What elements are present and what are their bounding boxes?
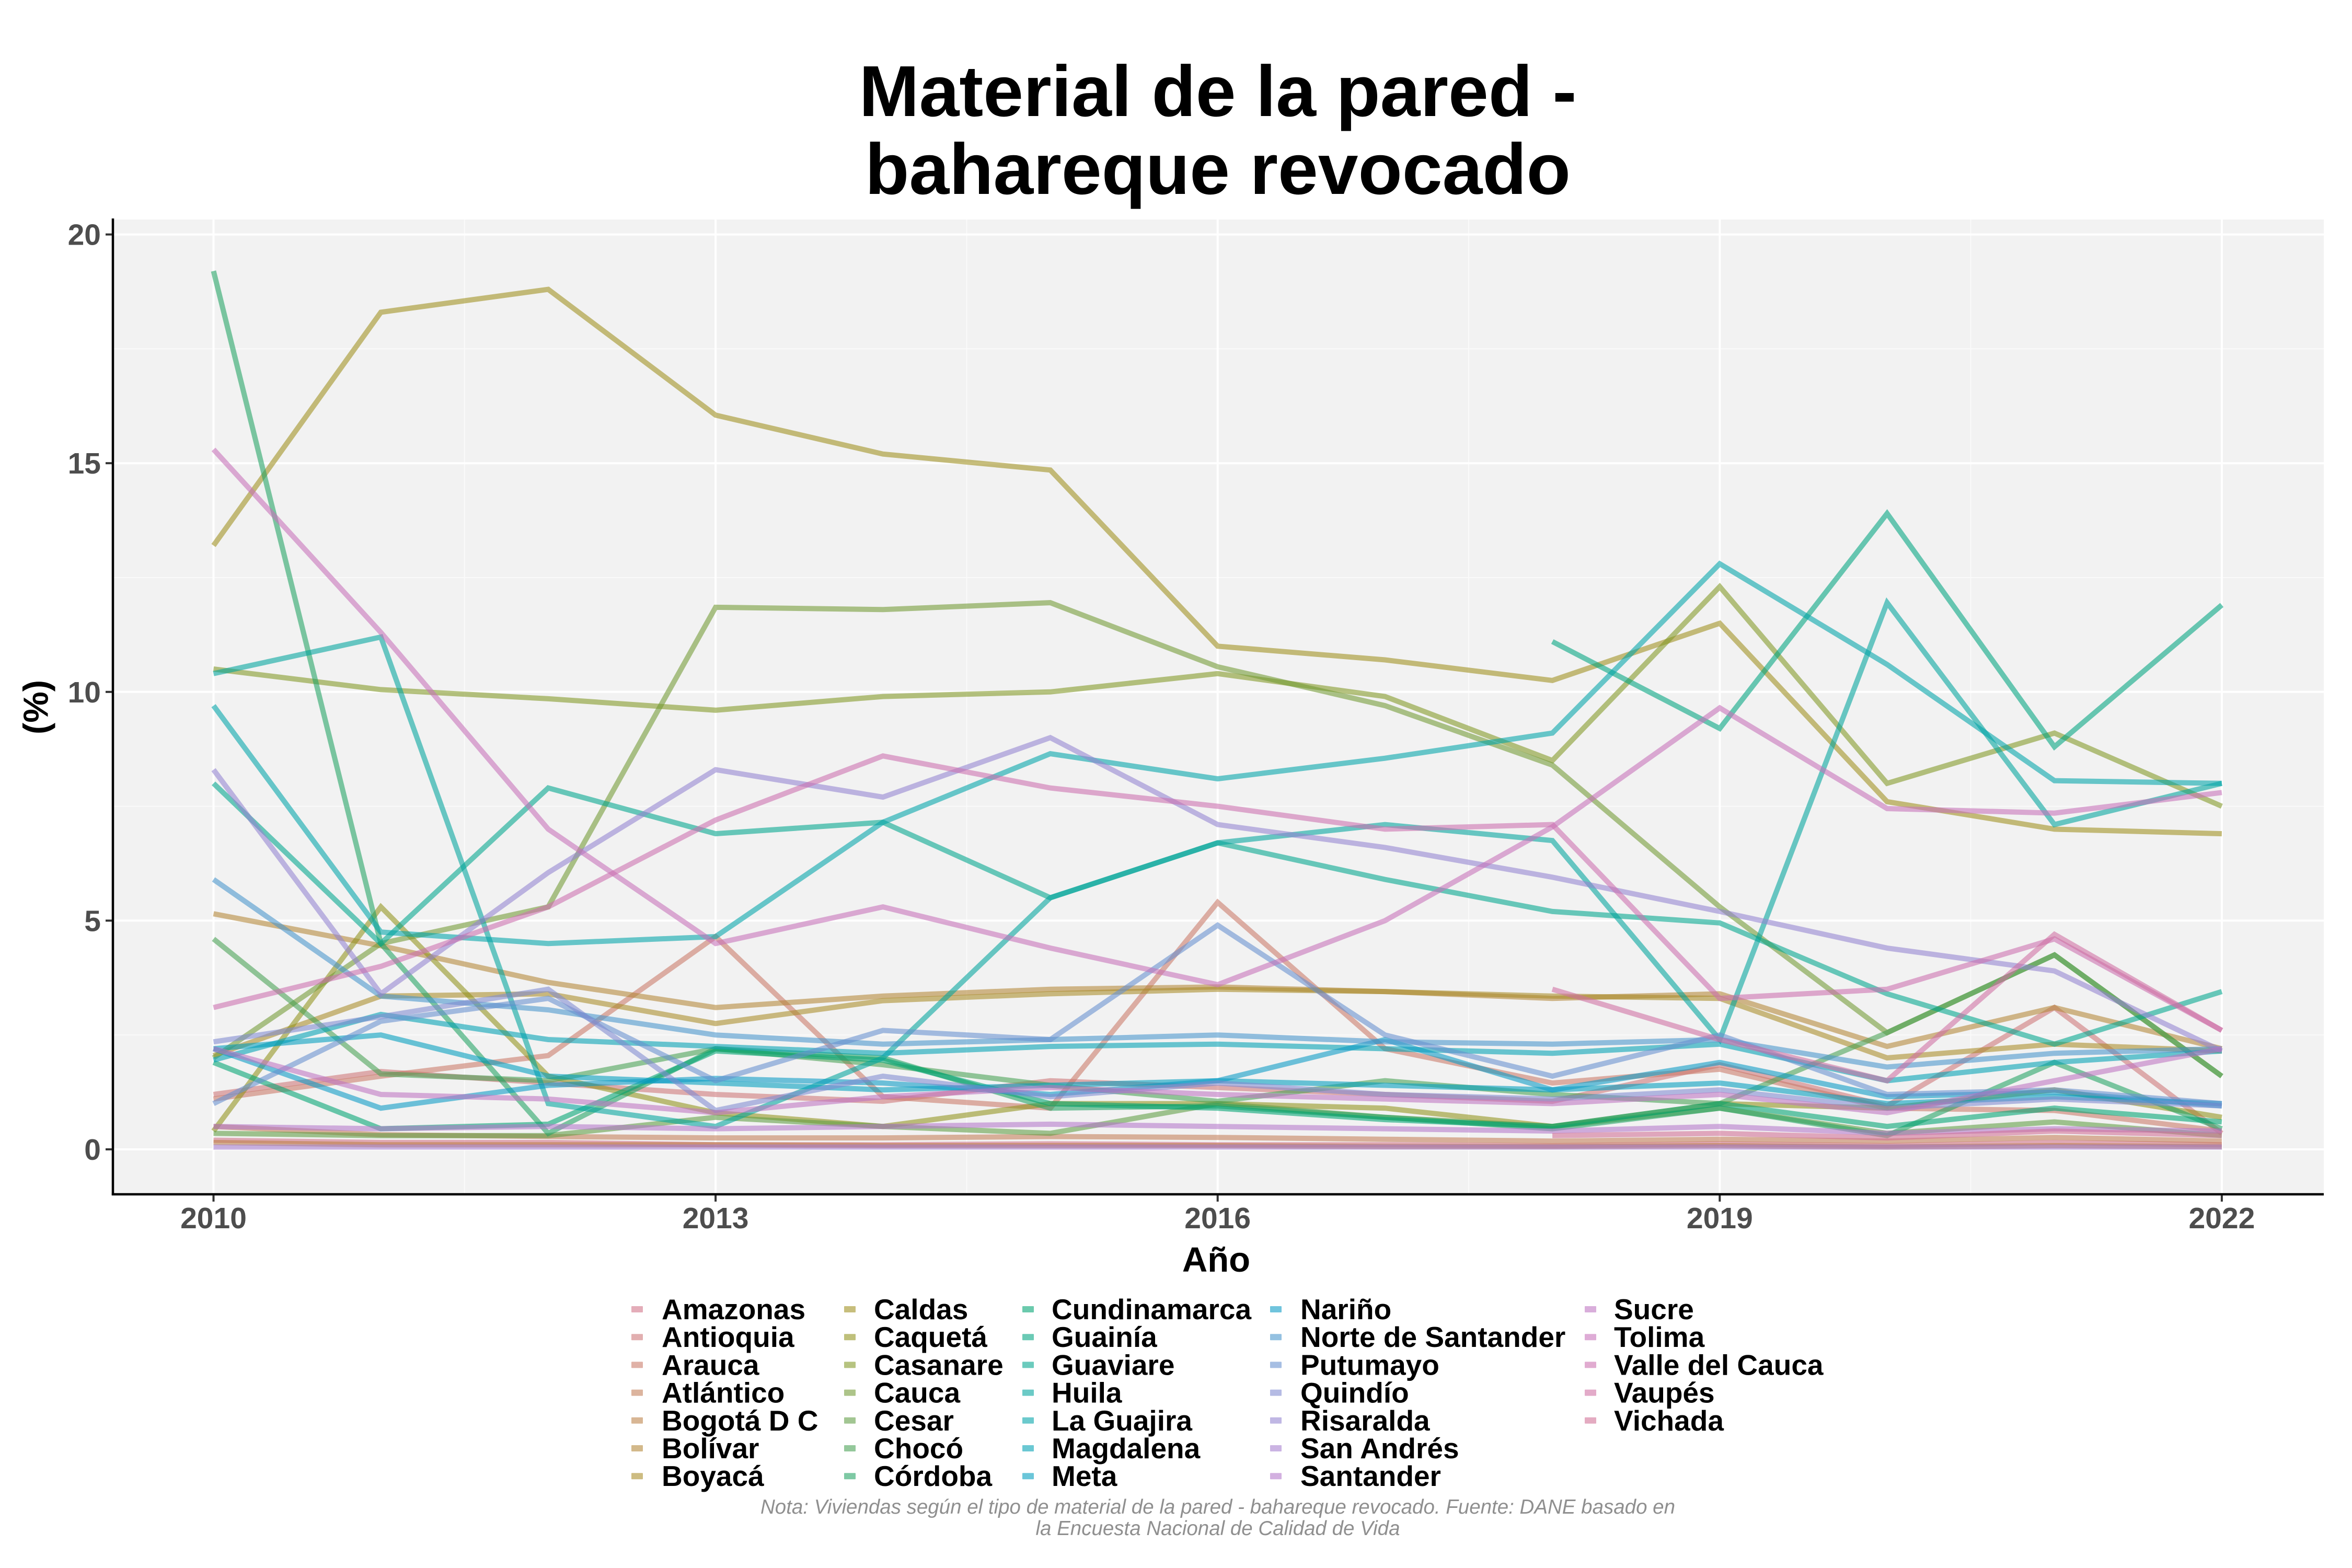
svg-text:Atlántico: Atlántico: [662, 1377, 785, 1409]
svg-text:2016: 2016: [1184, 1202, 1251, 1235]
svg-text:Córdoba: Córdoba: [874, 1460, 993, 1492]
svg-text:5: 5: [84, 904, 101, 938]
svg-text:Boyacá: Boyacá: [662, 1460, 764, 1492]
svg-text:(%): (%): [17, 680, 56, 734]
svg-text:Bolívar: Bolívar: [662, 1432, 759, 1465]
svg-text:Año: Año: [1182, 1240, 1250, 1279]
svg-text:la Encuesta Nacional de Calida: la Encuesta Nacional de Calidad de Vida: [1035, 1517, 1400, 1540]
svg-text:2013: 2013: [683, 1202, 749, 1235]
svg-text:Vaupés: Vaupés: [1614, 1377, 1715, 1409]
svg-text:Tolima: Tolima: [1614, 1321, 1705, 1353]
svg-text:Nota: Viviendas según el tipo: Nota: Viviendas según el tipo de materia…: [760, 1496, 1675, 1518]
svg-text:La Guajira: La Guajira: [1052, 1404, 1192, 1437]
svg-text:Bogotá D C: Bogotá D C: [662, 1404, 818, 1437]
svg-text:Santander: Santander: [1300, 1460, 1441, 1492]
svg-text:10: 10: [68, 676, 101, 709]
svg-text:Huila: Huila: [1052, 1377, 1122, 1409]
svg-text:2019: 2019: [1687, 1202, 1753, 1235]
svg-text:Caldas: Caldas: [874, 1293, 968, 1325]
svg-text:San Andrés: San Andrés: [1300, 1432, 1459, 1465]
svg-text:Cundinamarca: Cundinamarca: [1052, 1293, 1251, 1325]
svg-text:Sucre: Sucre: [1614, 1293, 1694, 1325]
svg-text:Risaralda: Risaralda: [1300, 1404, 1430, 1437]
svg-text:Valle del Cauca: Valle del Cauca: [1614, 1348, 1824, 1381]
svg-text:Caquetá: Caquetá: [874, 1321, 987, 1353]
svg-text:15: 15: [68, 447, 101, 480]
svg-text:Material de la pared -: Material de la pared -: [859, 51, 1577, 132]
svg-text:Putumayo: Putumayo: [1300, 1348, 1439, 1381]
svg-text:Vichada: Vichada: [1614, 1404, 1724, 1437]
svg-text:Cesar: Cesar: [874, 1404, 954, 1437]
svg-text:Casanare: Casanare: [874, 1348, 1004, 1381]
svg-text:Guainía: Guainía: [1052, 1321, 1157, 1353]
svg-text:0: 0: [84, 1133, 101, 1167]
svg-text:Arauca: Arauca: [662, 1348, 759, 1381]
svg-text:Nariño: Nariño: [1300, 1293, 1391, 1325]
svg-text:Norte de Santander: Norte de Santander: [1300, 1321, 1565, 1353]
svg-text:bahareque revocado: bahareque revocado: [865, 129, 1571, 210]
svg-text:Meta: Meta: [1052, 1460, 1117, 1492]
svg-text:Quindío: Quindío: [1300, 1377, 1409, 1409]
svg-text:2010: 2010: [180, 1202, 247, 1235]
svg-text:Cauca: Cauca: [874, 1377, 960, 1409]
svg-text:Guaviare: Guaviare: [1052, 1348, 1174, 1381]
svg-text:20: 20: [68, 218, 101, 252]
svg-text:Magdalena: Magdalena: [1052, 1432, 1201, 1465]
svg-text:Chocó: Chocó: [874, 1432, 963, 1465]
svg-text:Antioquia: Antioquia: [662, 1321, 794, 1353]
svg-text:2022: 2022: [2188, 1202, 2255, 1235]
svg-text:Amazonas: Amazonas: [662, 1293, 805, 1325]
